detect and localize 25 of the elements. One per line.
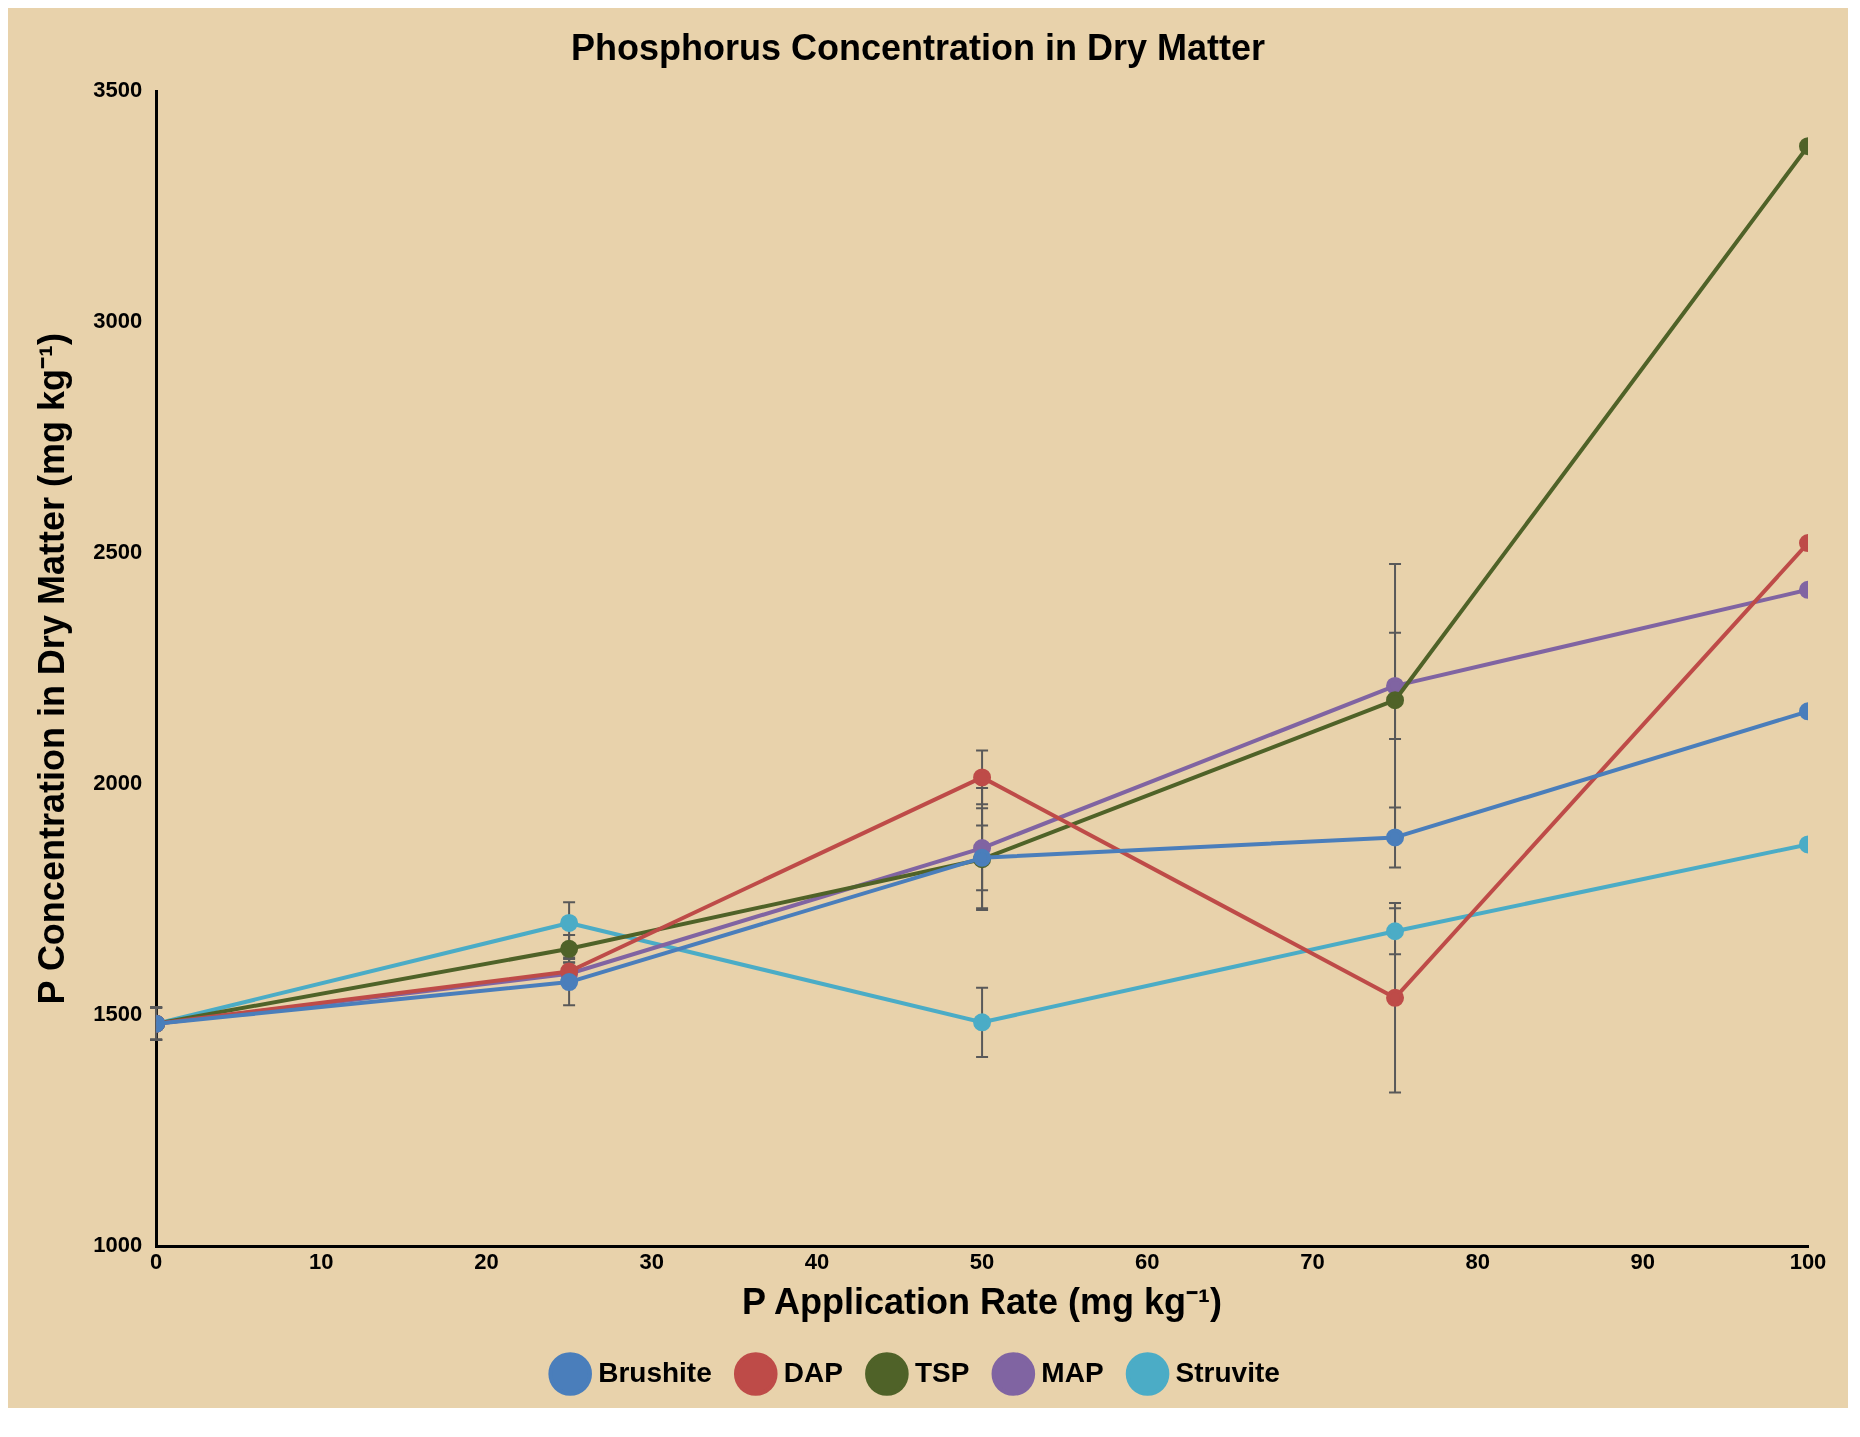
y-tick-label: 2000 (93, 770, 143, 796)
x-tick-label: 60 (1135, 1248, 1160, 1274)
x-tick-label: 70 (1300, 1248, 1325, 1274)
legend-label: DAP (783, 1356, 843, 1388)
x-tick-label: 40 (804, 1248, 830, 1274)
x-tick-label: 100 (1789, 1248, 1827, 1274)
x-tick-label: 10 (309, 1248, 334, 1274)
y-tick-label: 3000 (93, 308, 143, 334)
x-tick-label: 90 (1630, 1248, 1656, 1274)
y-axis-title: P Concentration in Dry Matter (mg kg⁻¹) (30, 333, 72, 1005)
x-axis-title: P Application Rate (mg kg⁻¹) (742, 1281, 1223, 1323)
y-tick-label: 3500 (93, 77, 143, 103)
y-tick-label: 1500 (93, 1001, 143, 1027)
x-tick-label: 30 (639, 1248, 664, 1274)
x-tick-label: 20 (474, 1248, 499, 1274)
x-tick-label: 0 (150, 1248, 163, 1274)
x-tick-label: 50 (969, 1248, 995, 1274)
legend-label: Struvite (1175, 1356, 1280, 1388)
legend-label: Brushite (598, 1356, 712, 1388)
chart-title: Phosphorus Concentration in Dry Matter (570, 26, 1266, 68)
legend-label: TSP (914, 1356, 970, 1388)
y-tick-label: 2500 (93, 539, 143, 565)
y-tick-label: 1000 (93, 1232, 143, 1258)
x-tick-label: 80 (1465, 1248, 1490, 1274)
legend-label: MAP (1041, 1356, 1104, 1388)
